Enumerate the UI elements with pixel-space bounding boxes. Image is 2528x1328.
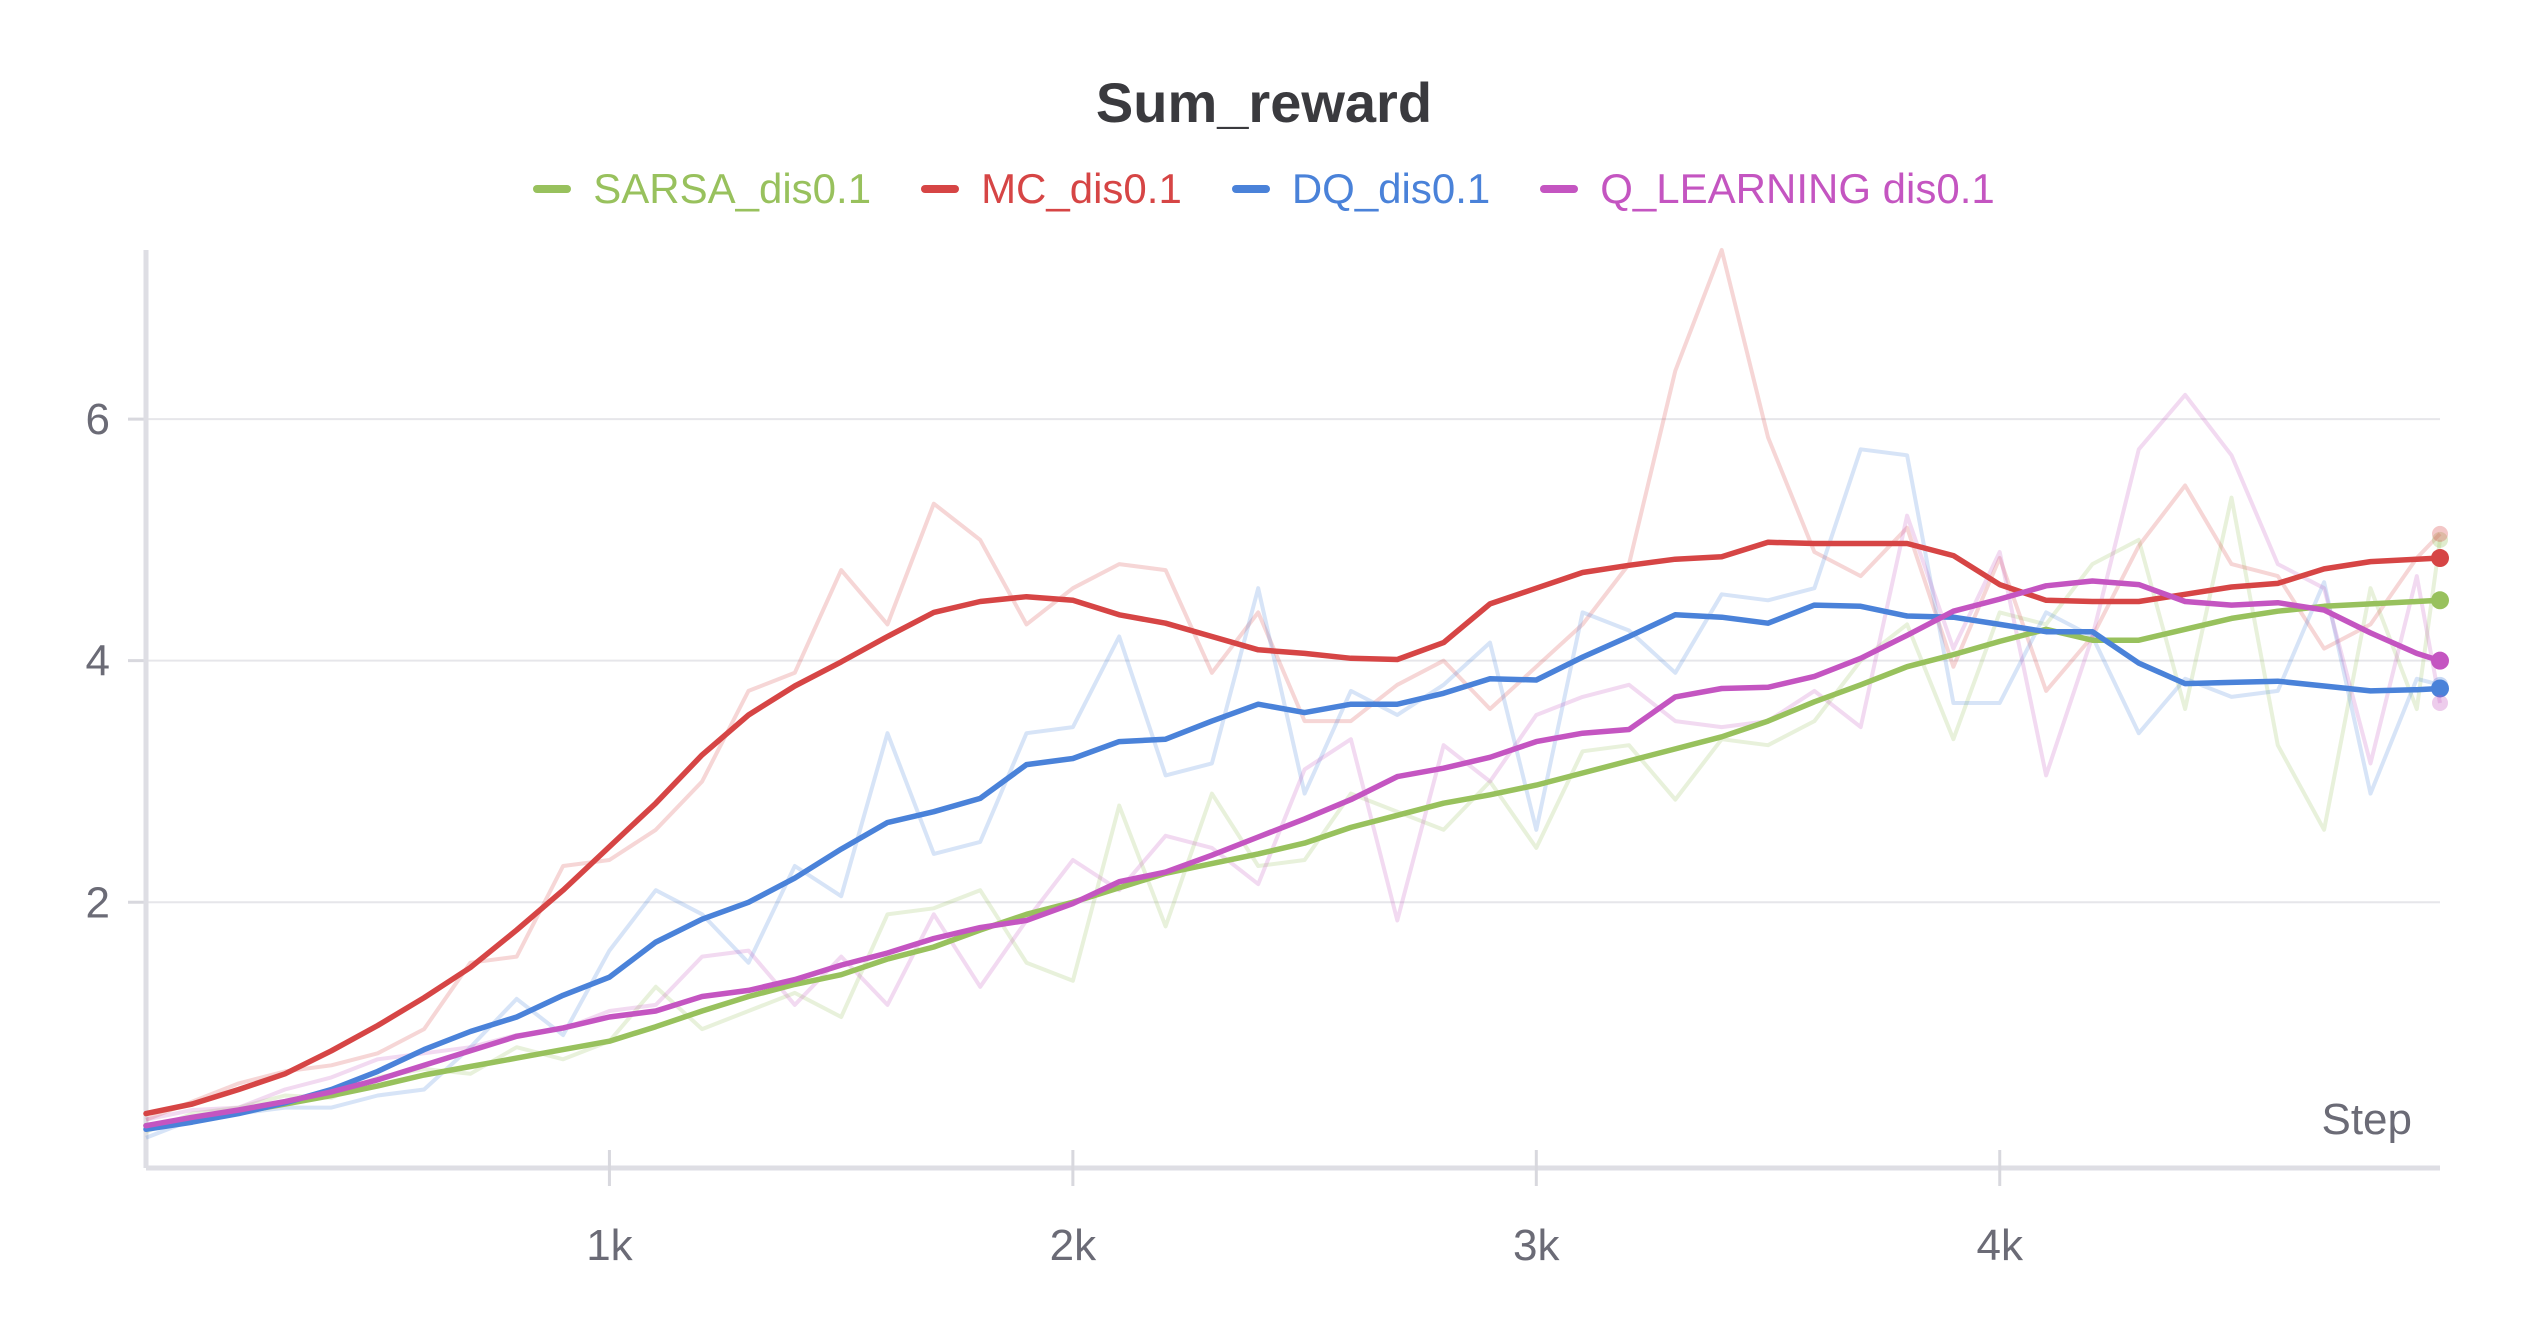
x-tick-label: 4k xyxy=(1976,1221,2023,1270)
y-tick-label: 4 xyxy=(86,637,110,686)
legend-swatch xyxy=(533,185,572,193)
series-smoothed-line xyxy=(143,597,2443,1129)
series-end-point xyxy=(2431,679,2449,698)
x-axis-title: Step xyxy=(2321,1095,2412,1144)
x-tick-label: 1k xyxy=(586,1221,633,1270)
legend-label: SARSA_dis0.1 xyxy=(593,165,872,212)
series-end-point xyxy=(2431,651,2449,670)
legend-label: MC_dis0.1 xyxy=(981,165,1182,212)
series-end-point xyxy=(2431,591,2449,610)
series-smoothed-line xyxy=(143,578,2443,1129)
series-raw-line xyxy=(145,495,2442,1134)
legend-label: Q_LEARNING dis0.1 xyxy=(1600,165,1995,212)
x-tick-label: 3k xyxy=(1513,1221,1560,1270)
legend-item[interactable]: DQ_dis0.1 xyxy=(1231,165,1491,213)
legend: SARSA_dis0.1 MC_dis0.1 DQ_dis0.1 Q_LEARNING… xyxy=(0,165,2528,213)
y-tick-label: 6 xyxy=(86,395,110,444)
series-raw-end-point xyxy=(2432,531,2448,548)
legend-item[interactable]: MC_dis0.1 xyxy=(921,165,1182,213)
series-smoothed-line xyxy=(143,602,2443,1133)
legend-label: DQ_dis0.1 xyxy=(1291,165,1491,212)
chart-title: Sum_reward xyxy=(1095,71,1433,134)
series-raw-line xyxy=(145,248,2442,1122)
series-end-point xyxy=(2431,549,2449,568)
series-raw-line xyxy=(145,392,2442,1122)
series-raw-end-point xyxy=(2432,694,2448,711)
x-tick-label: 2k xyxy=(1050,1221,1097,1270)
series-raw-end-point xyxy=(2432,525,2448,542)
y-tick-label: 2 xyxy=(86,878,110,927)
legend-swatch xyxy=(921,185,960,193)
series-smoothed-line xyxy=(143,539,2443,1117)
legend-swatch xyxy=(1540,185,1579,193)
legend-item[interactable]: Q_LEARNING dis0.1 xyxy=(1540,165,1995,213)
legend-item[interactable]: SARSA_dis0.1 xyxy=(533,165,871,213)
legend-swatch xyxy=(1231,185,1270,193)
